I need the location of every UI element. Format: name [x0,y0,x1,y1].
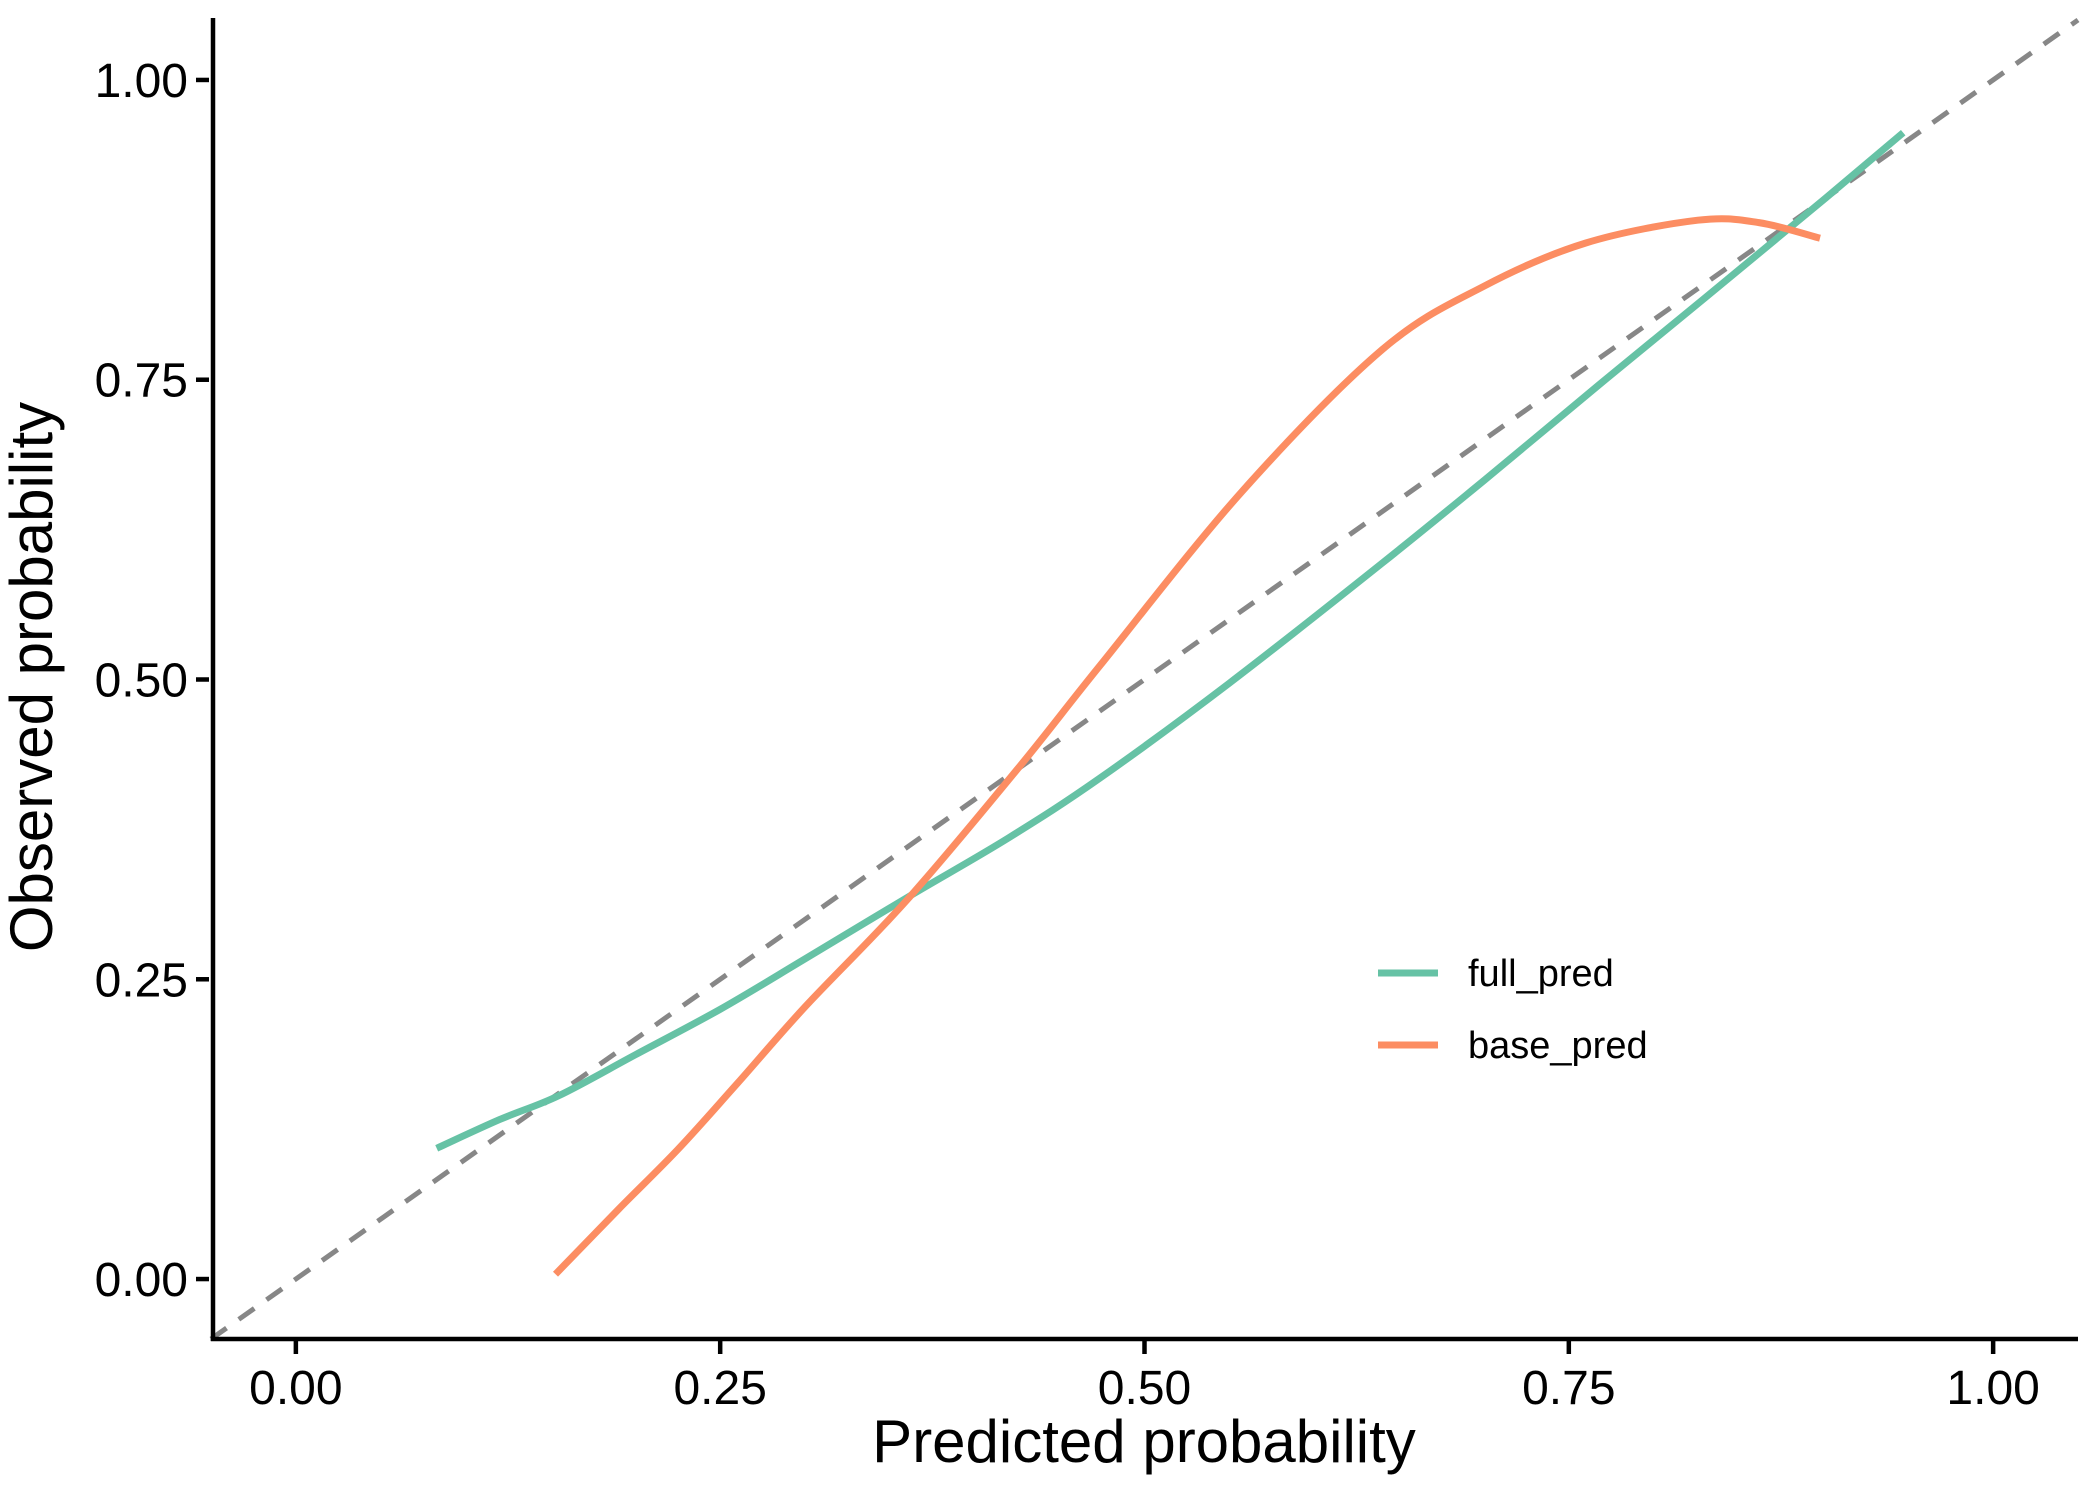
y-tick-label: 1.00 [95,55,188,108]
x-tick-label: 0.25 [673,1362,766,1415]
x-tick-label: 0.00 [249,1362,342,1415]
x-tick-label: 1.00 [1946,1362,2039,1415]
identity-reference-line [209,17,2080,1342]
series-curve-base_pred [553,215,1821,1277]
y-tick-label: 0.25 [95,954,188,1007]
legend-label-base-pred: base_pred [1468,1025,1648,1067]
x-axis-ticks: 0.00 0.25 0.50 0.75 1.00 [249,1341,2040,1415]
y-axis-title: Observed probability [0,402,65,952]
series-curve-full_pred [435,130,1906,1152]
series-curves [435,130,1906,1277]
x-tick-label: 0.75 [1522,1362,1615,1415]
legend-label-full-pred: full_pred [1468,953,1614,995]
x-axis-title: Predicted probability [872,1408,1416,1475]
y-tick-label: 0.75 [95,355,188,408]
y-axis-ticks: 0.00 0.25 0.50 0.75 1.00 [95,55,209,1307]
x-tick-label: 0.50 [1098,1362,1191,1415]
legend: full_pred base_pred [1378,953,1648,1067]
y-tick-label: 0.50 [95,655,188,708]
y-tick-label: 0.00 [95,1254,188,1307]
